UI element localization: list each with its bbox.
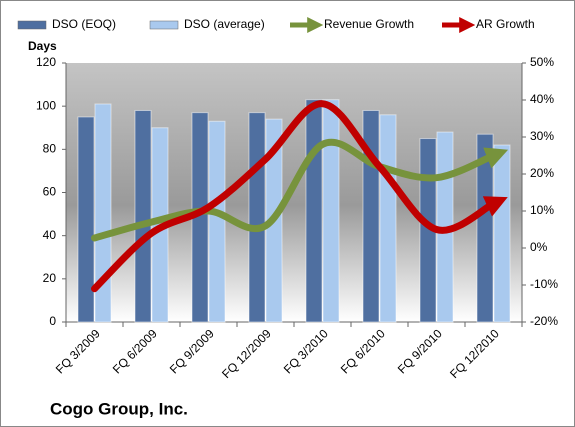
y2-tick-label: 20% xyxy=(530,166,554,180)
chart-title: Cogo Group, Inc. xyxy=(50,399,188,418)
legend-label: AR Growth xyxy=(476,17,535,31)
line xyxy=(91,100,508,293)
y-tick-label: 20 xyxy=(43,271,57,285)
y-tick-label: 60 xyxy=(43,185,57,199)
legend-swatch xyxy=(149,20,179,30)
bar xyxy=(134,109,152,323)
bar xyxy=(379,114,397,323)
legend-label: DSO (average) xyxy=(184,17,265,31)
bar xyxy=(305,99,323,323)
legend-label: Revenue Growth xyxy=(324,17,414,31)
plot-area xyxy=(66,63,522,322)
y2-tick-label: 10% xyxy=(530,203,554,217)
y2-tick-label: 40% xyxy=(530,92,554,106)
y-axis-label: Days xyxy=(28,39,57,53)
y2-tick-label: -20% xyxy=(530,314,558,328)
y-tick-label: 40 xyxy=(43,228,57,242)
bar xyxy=(208,120,226,323)
bar xyxy=(248,112,266,323)
bar xyxy=(322,99,340,323)
y2-tick-label: 0% xyxy=(530,240,548,254)
y2-tick-label: 30% xyxy=(530,129,554,143)
y-tick-label: 120 xyxy=(36,55,56,69)
y-tick-label: 0 xyxy=(49,314,56,328)
line xyxy=(91,138,509,242)
y2-tick-label: 50% xyxy=(530,55,554,69)
bar xyxy=(94,103,112,323)
bar xyxy=(77,116,95,323)
legend-swatch xyxy=(17,20,47,30)
y-tick-label: 100 xyxy=(36,98,56,112)
y2-tick-label: -10% xyxy=(530,277,558,291)
y-tick-label: 80 xyxy=(43,142,57,156)
bar xyxy=(476,133,494,323)
bar xyxy=(493,144,511,323)
legend-label: DSO (EOQ) xyxy=(52,17,116,31)
